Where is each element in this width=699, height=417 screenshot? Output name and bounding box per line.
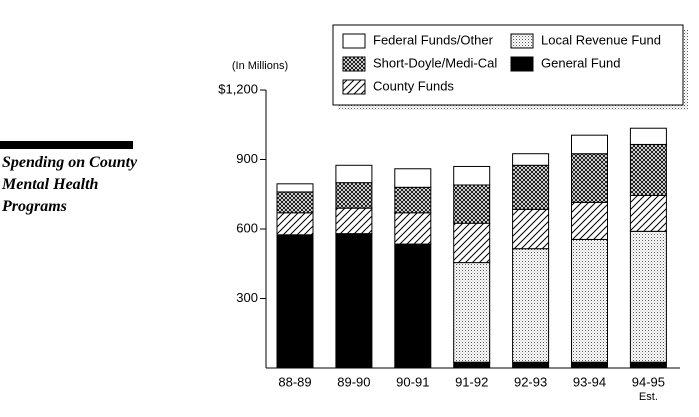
bar-segment xyxy=(512,361,550,369)
y-tick-label: 300 xyxy=(236,290,258,305)
legend-swatch xyxy=(342,33,366,49)
bar-segment xyxy=(453,184,491,224)
legend-label: Local Revenue Fund xyxy=(541,32,661,47)
x-tick-label: 93-94 xyxy=(573,374,606,389)
legend-swatch xyxy=(510,56,534,72)
bar-segment xyxy=(571,238,608,363)
x-tick-label: 90-91 xyxy=(396,374,429,389)
bar-segment xyxy=(394,212,432,245)
bar-segment xyxy=(629,143,667,196)
bar-segment xyxy=(629,361,667,369)
bar-segment xyxy=(276,191,314,214)
bar-segment xyxy=(453,361,491,369)
bar-segment xyxy=(335,164,373,184)
bar-segment xyxy=(629,194,667,232)
bar-segment xyxy=(512,153,550,166)
legend-label: County Funds xyxy=(373,78,454,93)
bar-segment xyxy=(629,230,667,363)
x-tick-label: 89-90 xyxy=(337,374,370,389)
y-axis-label: (In Millions) xyxy=(232,60,288,72)
chart-title: Spending on County Mental Health Program… xyxy=(2,154,138,215)
bar-segment xyxy=(512,164,550,210)
legend-label: Short-Doyle/Medi-Cal xyxy=(373,55,497,70)
bar-segment xyxy=(276,183,314,193)
y-tick-label: 600 xyxy=(236,220,258,235)
y-tick-label: 900 xyxy=(236,151,258,166)
x-tick-note: Est. xyxy=(639,391,658,403)
bar-segment xyxy=(453,222,491,264)
legend-label: General Fund xyxy=(541,55,621,70)
x-tick-label: 92-93 xyxy=(514,374,547,389)
legend-swatch xyxy=(342,79,366,95)
x-tick-label: 94-95 xyxy=(632,374,665,389)
bar-segment xyxy=(394,243,432,369)
bar-segment xyxy=(335,233,373,369)
bar-segment xyxy=(571,201,608,240)
bar-segment xyxy=(394,168,432,188)
bar-segment xyxy=(335,182,373,209)
legend-swatch xyxy=(510,33,534,49)
bar-segment xyxy=(512,208,550,250)
title-rule xyxy=(0,141,133,149)
legend-box xyxy=(332,24,684,106)
x-tick-label: 91-92 xyxy=(455,374,488,389)
bar-segment xyxy=(453,262,491,363)
bar-segment xyxy=(276,234,314,369)
bar-segment xyxy=(571,134,608,155)
bar-segment xyxy=(276,212,314,236)
bar-segment xyxy=(335,207,373,235)
bar-segment xyxy=(394,186,432,214)
bar-segment xyxy=(571,361,608,369)
bar-segment xyxy=(571,153,608,203)
bar-segment xyxy=(453,165,491,186)
bar-segment xyxy=(512,248,550,363)
legend-label: Federal Funds/Other xyxy=(373,32,494,47)
x-tick-label: 88-89 xyxy=(278,374,311,389)
bar-segment xyxy=(629,127,667,145)
legend-swatch xyxy=(342,56,366,72)
y-tick-label: $1,200 xyxy=(218,81,258,96)
